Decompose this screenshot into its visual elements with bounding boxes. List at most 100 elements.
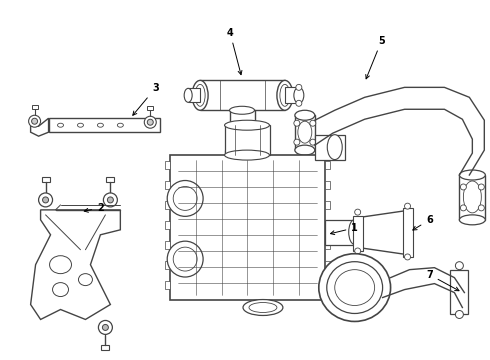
Circle shape [98,320,112,334]
Ellipse shape [460,170,485,180]
Ellipse shape [192,80,208,110]
Circle shape [310,139,316,145]
Ellipse shape [57,123,64,127]
Ellipse shape [224,150,270,160]
Bar [403,208,413,257]
Circle shape [310,120,316,126]
Circle shape [355,209,361,215]
Ellipse shape [298,121,312,143]
Bar [233,170,251,180]
Bar [230,110,255,150]
Ellipse shape [229,106,254,114]
Ellipse shape [52,283,69,297]
Bar [106,177,114,182]
Circle shape [405,203,411,209]
Ellipse shape [327,262,383,314]
Bar [165,241,170,249]
Bar [325,221,330,229]
Circle shape [455,310,464,319]
Ellipse shape [460,215,485,225]
Bar [325,181,330,189]
Circle shape [102,324,108,330]
Polygon shape [49,118,160,132]
Bar [200,80,285,110]
Circle shape [455,262,464,270]
Text: 5: 5 [366,36,385,79]
Bar [170,155,325,300]
Bar [165,201,170,209]
Ellipse shape [98,123,103,127]
Ellipse shape [327,135,342,159]
Ellipse shape [335,270,375,306]
Ellipse shape [294,87,304,103]
Circle shape [461,205,466,211]
Bar [165,181,170,189]
Ellipse shape [295,145,315,155]
Circle shape [28,115,41,127]
Bar [225,125,270,155]
Circle shape [107,197,113,203]
Circle shape [294,120,300,126]
Ellipse shape [195,84,205,106]
Bar [325,280,330,289]
Ellipse shape [229,146,254,154]
Circle shape [405,254,411,260]
Bar [101,345,109,350]
Bar [325,201,330,209]
Ellipse shape [280,84,290,106]
Circle shape [355,248,361,254]
Polygon shape [355,210,410,255]
Ellipse shape [295,110,315,120]
Bar [165,280,170,289]
Bar [460,175,485,220]
Bar [147,106,153,110]
Circle shape [167,180,203,216]
Circle shape [43,197,49,203]
Circle shape [173,247,197,271]
Polygon shape [30,210,121,319]
Ellipse shape [184,88,192,102]
Bar [225,160,260,170]
Circle shape [39,193,52,207]
Bar [42,177,49,182]
Polygon shape [30,118,49,136]
Ellipse shape [249,302,277,312]
Bar [188,88,200,102]
Text: 6: 6 [413,215,433,230]
Text: 3: 3 [133,84,159,115]
Ellipse shape [77,123,83,127]
Circle shape [32,118,38,124]
Ellipse shape [464,181,481,213]
Bar [325,161,330,169]
Bar [325,261,330,269]
Ellipse shape [349,220,361,244]
Ellipse shape [49,256,72,274]
Bar [325,220,355,245]
Text: 7: 7 [426,270,459,291]
Ellipse shape [118,123,123,127]
Circle shape [296,84,302,90]
Bar [165,261,170,269]
Bar [285,87,299,103]
Text: 2: 2 [84,203,104,213]
Circle shape [147,119,153,125]
Ellipse shape [243,300,283,315]
Circle shape [144,116,156,128]
Circle shape [103,193,118,207]
Ellipse shape [277,80,293,110]
Bar [450,270,468,315]
Bar [165,221,170,229]
Bar [32,105,38,109]
Circle shape [296,100,302,106]
Bar [325,241,330,249]
Circle shape [294,139,300,145]
Bar [353,216,363,251]
Bar [295,115,315,150]
Bar [165,161,170,169]
Circle shape [478,205,484,211]
Ellipse shape [78,274,93,285]
Ellipse shape [224,153,260,163]
Bar [315,135,345,160]
Text: 1: 1 [331,223,358,235]
Circle shape [167,241,203,277]
